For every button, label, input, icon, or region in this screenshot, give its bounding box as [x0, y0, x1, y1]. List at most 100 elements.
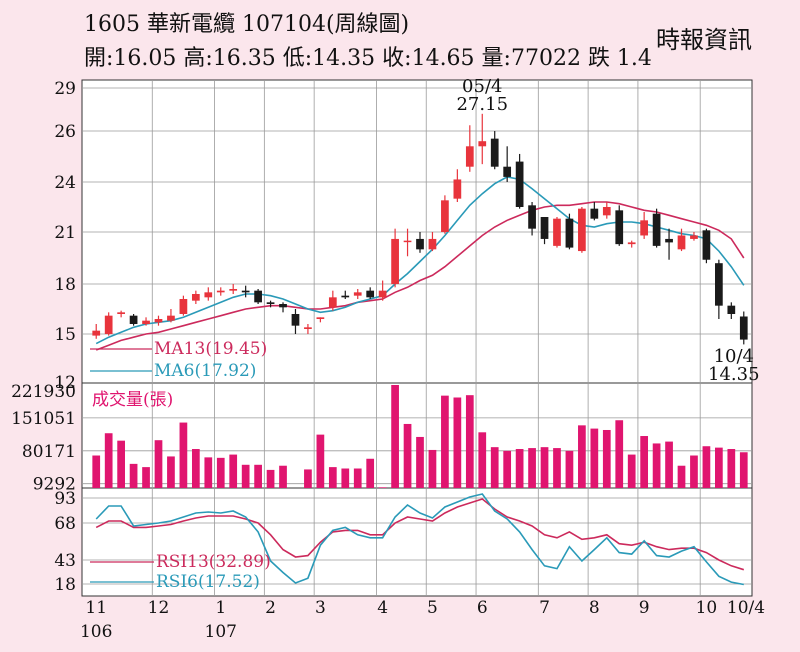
volume-bar	[279, 465, 287, 488]
candle-body	[465, 146, 474, 167]
volume-tick-label: 221930	[11, 382, 76, 402]
x-tick-label: 5	[427, 598, 438, 618]
candle-body	[254, 290, 262, 303]
low-value-annotation: 14.35	[708, 364, 760, 385]
price-tick-label: 21	[54, 223, 76, 243]
volume-bar	[602, 429, 611, 488]
volume-bar	[578, 425, 586, 488]
price-legend-label: MA6(17.92)	[154, 361, 256, 381]
volume-bar	[715, 447, 723, 488]
candle-body	[241, 290, 250, 293]
candle-body	[316, 317, 325, 319]
candle-body	[391, 238, 399, 284]
candle-body	[578, 208, 586, 252]
x-tick-label: 6	[477, 598, 488, 618]
candle-body	[403, 240, 412, 243]
x-tick-label: 11	[85, 598, 107, 618]
volume-tick-label: 9292	[33, 475, 76, 495]
x-tick-label: 8	[589, 598, 600, 618]
volume-bar	[453, 397, 462, 488]
candle-body	[515, 161, 524, 207]
candle-body	[142, 320, 150, 324]
rsi-tick-label: 43	[54, 551, 76, 571]
candle-body	[154, 319, 163, 323]
volume-bar	[465, 395, 474, 488]
rsi-legend-label: RSI13(32.89)	[156, 552, 271, 572]
price-legend-label: MA13(19.45)	[154, 339, 267, 359]
volume-bar	[739, 452, 748, 488]
volume-bar	[652, 443, 661, 488]
candle-body	[690, 235, 698, 239]
volume-bar	[677, 465, 686, 488]
volume-bar	[328, 467, 337, 488]
x-tick-label: 12	[148, 598, 170, 618]
x-tick-year: 106	[80, 622, 112, 642]
x-tick-label: 10/4	[727, 598, 765, 618]
volume-bar	[366, 458, 375, 488]
volume-bar	[490, 447, 499, 488]
candle-body	[627, 242, 636, 245]
price-tick-label: 18	[54, 275, 76, 295]
candle-body	[191, 294, 200, 301]
volume-tick-label: 151051	[11, 409, 76, 429]
volume-bar	[204, 457, 213, 488]
volume-bar	[216, 457, 225, 488]
candle-body	[553, 218, 561, 246]
volume-bar	[142, 467, 150, 488]
rsi-tick-label: 18	[54, 575, 76, 595]
high-date-annotation: 05/4	[462, 76, 502, 97]
rsi6-line	[95, 493, 744, 586]
volume-bar	[316, 434, 325, 488]
candle-body	[304, 327, 312, 329]
volume-tick-label: 80171	[22, 442, 76, 462]
candle-body	[353, 292, 362, 296]
x-tick-label: 3	[315, 598, 326, 618]
volume-bar	[665, 441, 673, 488]
x-tick-label: 2	[265, 598, 276, 618]
volume-bar	[503, 450, 512, 488]
candle-body	[540, 217, 549, 239]
candle-body	[702, 230, 711, 260]
volume-bar	[690, 455, 698, 488]
volume-bar	[615, 420, 624, 488]
candle-body	[416, 238, 424, 250]
volume-bar	[403, 423, 412, 488]
price-tick-label: 12	[54, 373, 76, 393]
plot-background	[81, 79, 753, 597]
x-tick-label: 10	[696, 598, 718, 618]
price-tick-label: 24	[54, 173, 76, 193]
volume-bar	[428, 449, 437, 488]
volume-bar	[441, 395, 449, 488]
candle-body	[92, 330, 101, 336]
volume-bar	[727, 449, 736, 488]
ma6-line	[95, 176, 745, 345]
candle-body	[441, 200, 449, 232]
volume-bar	[540, 447, 549, 488]
low-date-annotation: 10/4	[714, 346, 754, 367]
high-value-annotation: 27.15	[456, 94, 508, 115]
candle-body	[640, 220, 649, 236]
price-tick-label: 26	[54, 122, 76, 142]
candle-body	[715, 263, 723, 306]
candle-body	[291, 314, 300, 326]
volume-bar	[241, 464, 250, 488]
candle-body	[279, 304, 287, 308]
candle-body	[167, 315, 175, 321]
candle-body	[341, 295, 350, 298]
volume-bar	[92, 455, 101, 488]
volume-bar	[590, 428, 599, 488]
volume-bar	[553, 448, 561, 488]
volume-bar	[304, 469, 312, 488]
volume-bar	[229, 454, 238, 488]
candle-body	[652, 213, 661, 246]
volume-bar	[341, 468, 350, 488]
volume-bar	[378, 487, 387, 488]
volume-bar	[702, 446, 711, 488]
volume-bar	[129, 463, 138, 488]
volume-bar	[254, 464, 262, 488]
candle-body	[677, 235, 686, 250]
candle-body	[665, 238, 673, 243]
volume-bar	[179, 422, 188, 488]
price-tick-label: 29	[54, 79, 76, 99]
